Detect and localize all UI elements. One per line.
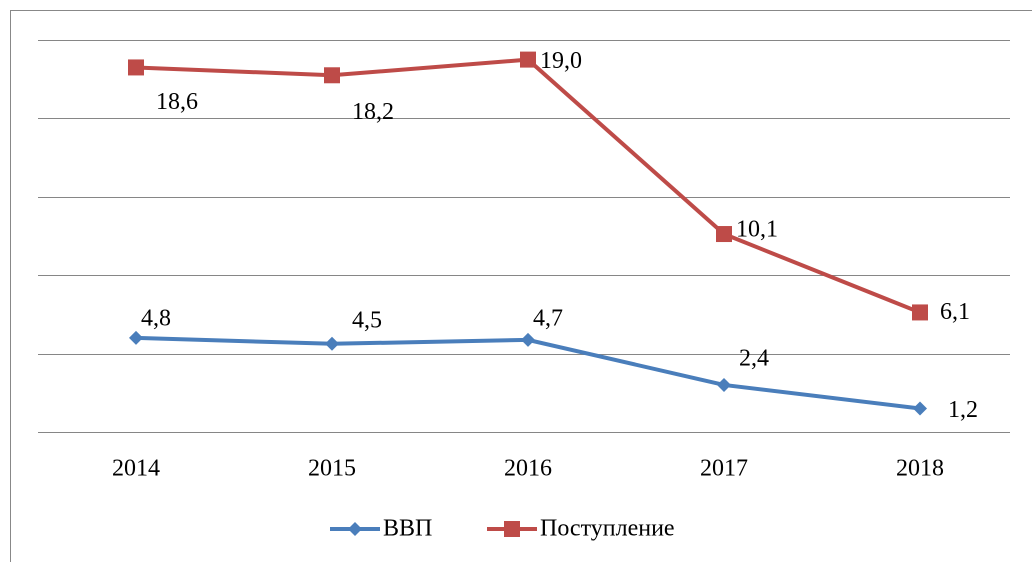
- data-label: 6,1: [940, 299, 970, 325]
- marker: [717, 377, 731, 392]
- legend-label: Поступление: [540, 516, 675, 542]
- series-line: [135, 57, 921, 315]
- marker: [716, 226, 732, 243]
- x-tick-label: 2017: [700, 456, 748, 482]
- marker: [129, 330, 143, 345]
- marker: [520, 51, 536, 68]
- data-label: 2,4: [739, 345, 769, 371]
- data-label: 18,6: [156, 89, 198, 115]
- marker: [128, 59, 144, 76]
- marker: [504, 521, 520, 537]
- marker: [348, 522, 362, 536]
- marker: [521, 332, 535, 347]
- marker: [913, 401, 927, 416]
- x-tick-label: 2014: [112, 456, 160, 482]
- series-line: [135, 335, 921, 411]
- x-tick-label: 2015: [308, 456, 356, 482]
- marker: [325, 336, 339, 351]
- marker: [324, 67, 340, 84]
- legend-label: ВВП: [383, 516, 432, 542]
- data-label: 4,5: [352, 307, 382, 333]
- data-label: 19,0: [540, 48, 582, 74]
- x-tick-label: 2016: [504, 456, 552, 482]
- data-label: 1,2: [948, 397, 978, 423]
- marker: [912, 304, 928, 321]
- data-label: 10,1: [736, 217, 778, 243]
- data-label: 4,7: [533, 305, 563, 331]
- data-label: 18,2: [352, 99, 394, 125]
- data-label: 4,8: [141, 305, 171, 331]
- x-tick-label: 2018: [896, 456, 944, 482]
